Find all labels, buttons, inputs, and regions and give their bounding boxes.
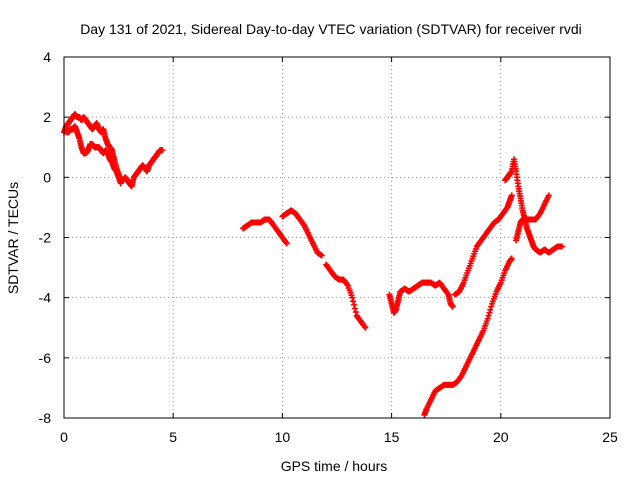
data-point: [351, 305, 358, 312]
x-tick-label: 15: [384, 429, 400, 445]
data-point: [484, 315, 491, 322]
data-point: [352, 309, 359, 316]
data-point: [449, 303, 456, 310]
data-point: [350, 298, 357, 305]
series-segment: [513, 192, 552, 244]
series-segment: [502, 156, 565, 256]
series-segment: [63, 123, 124, 187]
series-segment: [61, 111, 166, 190]
data-point: [283, 240, 290, 247]
data-point: [488, 303, 495, 310]
series-segment: [386, 279, 456, 316]
plot-frame: [63, 56, 611, 419]
data-point: [485, 312, 492, 319]
series-segment: [451, 192, 515, 298]
data-point: [487, 306, 494, 313]
chart-title: Day 131 of 2021, Sidereal Day-to-day VTE…: [80, 21, 582, 37]
y-tick-label: -4: [39, 290, 52, 306]
y-tick-label: 2: [43, 109, 51, 125]
x-tick-label: 5: [169, 429, 177, 445]
data-point: [318, 252, 325, 259]
x-tick-label: 0: [60, 429, 68, 445]
data-point: [159, 147, 166, 154]
data-point: [117, 180, 124, 187]
y-tick-label: -2: [39, 230, 52, 246]
data-point: [558, 243, 565, 250]
y-tick-label: 4: [43, 49, 51, 65]
y-tick-label: 0: [43, 169, 51, 185]
data-point: [486, 309, 493, 316]
series-segment: [240, 216, 290, 247]
data-point: [545, 192, 552, 199]
y-tick-label: -6: [39, 350, 52, 366]
data-point: [508, 255, 515, 262]
grid-lines: [64, 57, 610, 418]
data-points: [61, 111, 565, 418]
data-point: [349, 294, 356, 301]
x-axis-title: GPS time / hours: [281, 458, 388, 474]
series-0: [61, 111, 565, 418]
data-point: [351, 301, 358, 308]
x-tick-label: 25: [602, 429, 618, 445]
data-point: [362, 324, 369, 331]
series-segment: [279, 207, 325, 259]
x-tick-label: 10: [275, 429, 291, 445]
y-tick-label: -8: [39, 410, 52, 426]
series-segment: [421, 255, 515, 418]
y-axis-title: SDTVAR / TECUs: [5, 182, 21, 294]
data-point: [508, 192, 515, 199]
series-segment: [323, 261, 369, 331]
x-tick-label: 20: [493, 429, 509, 445]
